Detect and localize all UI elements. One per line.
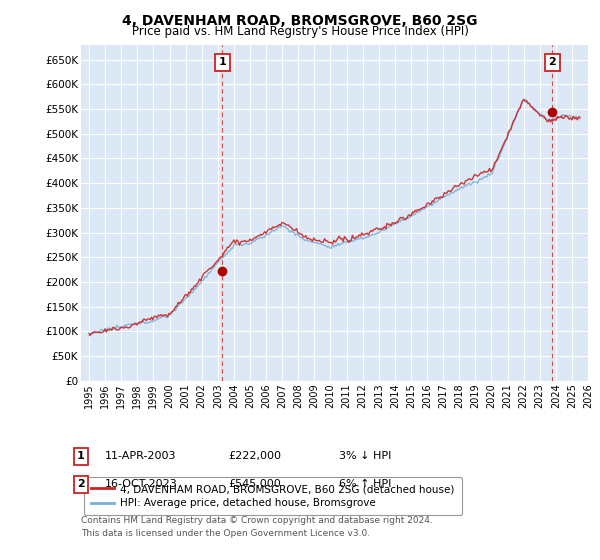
Text: Price paid vs. HM Land Registry's House Price Index (HPI): Price paid vs. HM Land Registry's House … (131, 25, 469, 38)
Text: £222,000: £222,000 (228, 451, 281, 461)
Text: Contains HM Land Registry data © Crown copyright and database right 2024.: Contains HM Land Registry data © Crown c… (81, 516, 433, 525)
Text: 2: 2 (548, 57, 556, 67)
Text: 3% ↓ HPI: 3% ↓ HPI (339, 451, 391, 461)
Text: This data is licensed under the Open Government Licence v3.0.: This data is licensed under the Open Gov… (81, 529, 370, 538)
Text: 2: 2 (77, 479, 85, 489)
Text: 1: 1 (218, 57, 226, 67)
Text: 16-OCT-2023: 16-OCT-2023 (105, 479, 178, 489)
Text: £545,000: £545,000 (228, 479, 281, 489)
Text: 6% ↑ HPI: 6% ↑ HPI (339, 479, 391, 489)
Text: 1: 1 (77, 451, 85, 461)
Legend: 4, DAVENHAM ROAD, BROMSGROVE, B60 2SG (detached house), HPI: Average price, deta: 4, DAVENHAM ROAD, BROMSGROVE, B60 2SG (d… (83, 477, 462, 515)
Text: 4, DAVENHAM ROAD, BROMSGROVE, B60 2SG: 4, DAVENHAM ROAD, BROMSGROVE, B60 2SG (122, 14, 478, 28)
Text: 11-APR-2003: 11-APR-2003 (105, 451, 176, 461)
